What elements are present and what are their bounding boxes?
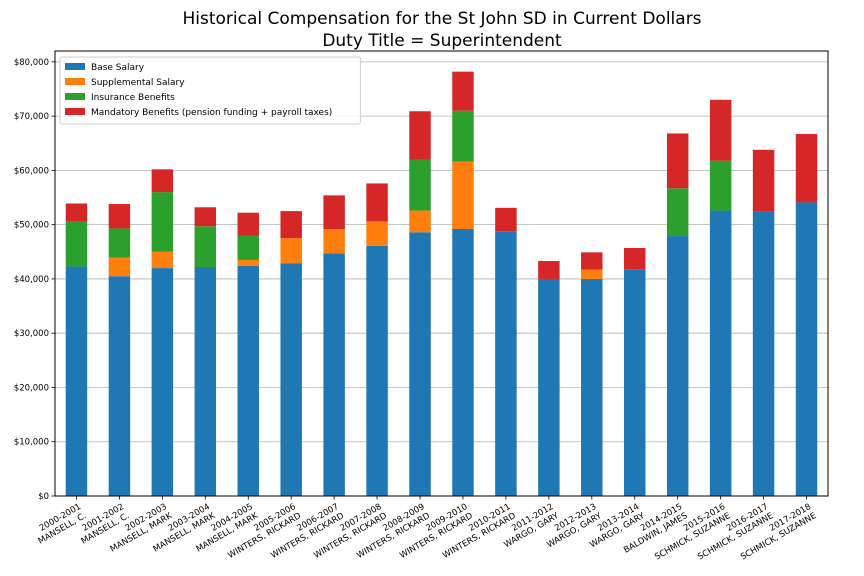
bar-segment bbox=[752, 149, 775, 212]
bar-segment bbox=[323, 195, 345, 229]
legend-swatch bbox=[65, 108, 85, 115]
bar-segment bbox=[323, 229, 345, 254]
bar-segment bbox=[237, 259, 259, 266]
bar-segment bbox=[280, 263, 302, 496]
bar-segment bbox=[452, 71, 474, 111]
bar-segment bbox=[495, 231, 517, 497]
bar-segment bbox=[323, 253, 345, 496]
y-axis: $0 $10,000 $20,000 $30,000 $40,000 $50,000 $60… bbox=[14, 58, 55, 502]
legend-box bbox=[59, 56, 361, 125]
bar-segment bbox=[495, 207, 517, 232]
bar-segment bbox=[366, 183, 388, 222]
bar-segment bbox=[237, 265, 259, 496]
legend-swatch bbox=[65, 63, 85, 70]
bar-segment bbox=[709, 160, 732, 211]
legend-label: Mandatory Benefits (pension funding + pa… bbox=[91, 108, 332, 118]
y-tick-label: $70,000 bbox=[14, 112, 49, 122]
bar-segment bbox=[624, 247, 646, 270]
bar-segment bbox=[452, 110, 474, 162]
legend-label: Supplemental Salary bbox=[91, 78, 185, 88]
bar-segment bbox=[581, 278, 603, 496]
bar-segment bbox=[795, 134, 818, 203]
chart-title: Historical Compensation for the St John … bbox=[182, 9, 701, 29]
bar-segment bbox=[366, 245, 388, 496]
y-tick-label: $50,000 bbox=[14, 221, 49, 231]
y-tick-label: $10,000 bbox=[14, 438, 49, 448]
bar-segment bbox=[65, 221, 88, 267]
y-tick-label: $40,000 bbox=[14, 275, 49, 285]
bar-segment bbox=[709, 210, 732, 497]
bar-segment bbox=[666, 236, 689, 496]
bar-segment bbox=[452, 161, 474, 229]
bar-segment bbox=[194, 207, 217, 227]
legend: Base Salary Supplemental Salary Insurance … bbox=[59, 56, 361, 125]
bar-segment bbox=[409, 159, 431, 211]
bar-segment bbox=[151, 192, 174, 252]
bar-segment bbox=[108, 204, 131, 229]
bar-segment bbox=[108, 228, 131, 258]
bar-segment bbox=[409, 111, 431, 160]
legend-label: Base Salary bbox=[91, 63, 145, 73]
bar-segment bbox=[409, 210, 431, 233]
bar-segment bbox=[538, 261, 560, 279]
bar-segment bbox=[581, 269, 603, 279]
y-tick-label: $80,000 bbox=[14, 58, 49, 68]
legend-swatch bbox=[65, 93, 85, 100]
bar-segment bbox=[538, 278, 560, 496]
bar-segment bbox=[366, 221, 388, 246]
bar-segment bbox=[237, 235, 259, 260]
bar-segment bbox=[280, 211, 302, 239]
bar-segment bbox=[280, 238, 302, 264]
bar-segment bbox=[151, 268, 174, 496]
legend-swatch bbox=[65, 78, 85, 85]
bar-segment bbox=[151, 251, 174, 269]
bar-segment bbox=[666, 133, 689, 189]
bar-segment bbox=[108, 276, 131, 496]
bar-segment bbox=[65, 203, 88, 222]
bar-segment bbox=[795, 202, 818, 496]
gridlines bbox=[55, 61, 828, 497]
bar-segment bbox=[666, 188, 689, 237]
bar-segment bbox=[151, 169, 174, 193]
bar-segment bbox=[581, 252, 603, 270]
bar-segment bbox=[409, 232, 431, 496]
plot-frame bbox=[54, 50, 829, 497]
bar-segment bbox=[65, 266, 88, 496]
bar-segment bbox=[194, 266, 217, 496]
bar-segment bbox=[194, 226, 217, 267]
bars bbox=[65, 71, 818, 497]
bar-segment bbox=[752, 211, 775, 496]
legend-label: Insurance Benefits bbox=[91, 93, 175, 103]
bar-segment bbox=[452, 229, 474, 496]
y-tick-label: $20,000 bbox=[14, 383, 49, 393]
y-tick-label: $30,000 bbox=[14, 329, 49, 339]
y-tick-label: $0 bbox=[38, 492, 49, 502]
chart-subtitle: Duty Title = Superintendent bbox=[322, 31, 562, 51]
bar-segment bbox=[624, 269, 646, 496]
bar-segment bbox=[237, 212, 259, 236]
bar-segment bbox=[108, 257, 131, 277]
y-tick-label: $60,000 bbox=[14, 166, 49, 176]
bar-segment bbox=[709, 99, 732, 161]
